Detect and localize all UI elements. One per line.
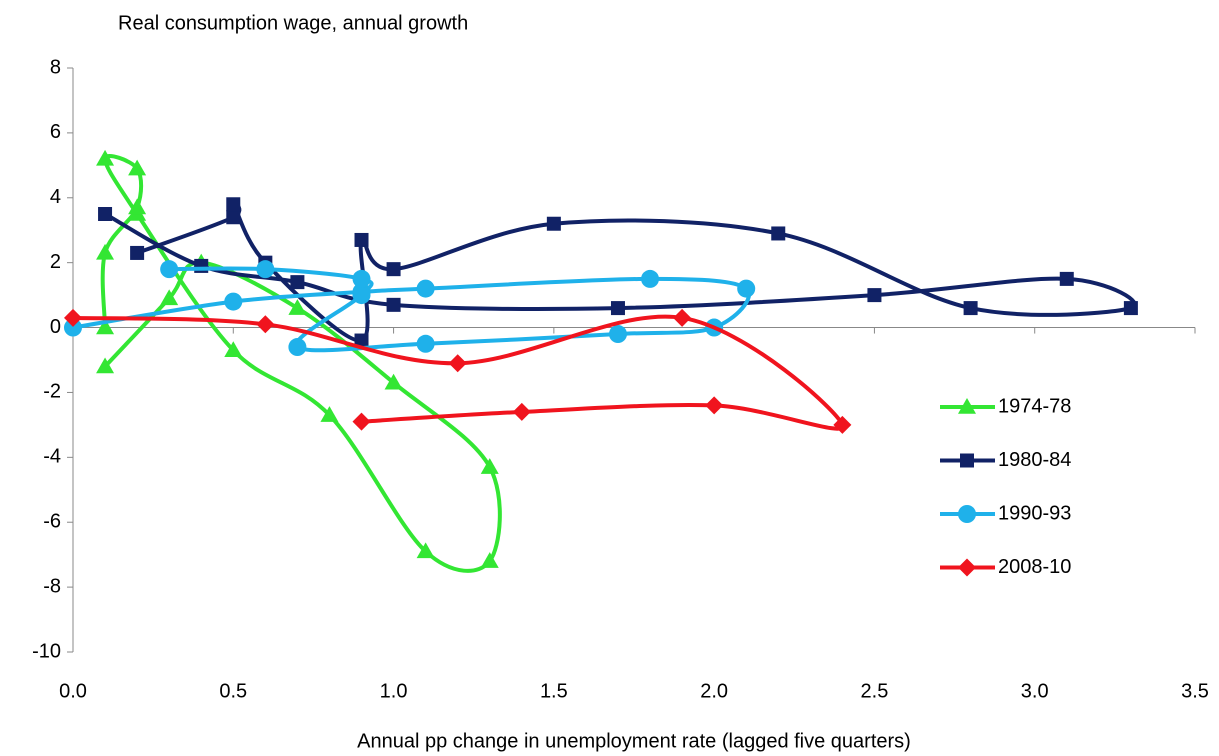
legend-label: 1980-84 [998,449,1071,471]
marker [958,558,976,577]
y-tick-label: -8 [43,575,61,597]
marker [130,245,145,260]
marker [705,396,724,415]
marker [96,243,115,260]
marker [480,552,499,568]
y-tick-label: -4 [43,446,61,468]
marker [608,325,627,344]
marker [96,357,115,374]
marker [833,415,852,434]
marker [386,297,401,312]
x-tick-label: 1.5 [540,680,568,702]
legend-label: 1974-78 [998,395,1071,417]
marker [64,318,82,337]
y-tick-label: -10 [32,640,61,662]
marker [610,301,625,316]
legend-label: 1990-93 [998,502,1071,524]
marker [160,260,179,279]
marker [352,286,371,305]
marker [288,338,307,357]
x-tick-label: 2.5 [861,680,889,702]
x-tick-label: 2.0 [700,680,728,702]
y-tick-label: -6 [43,511,61,533]
marker [224,292,243,311]
x-tick-label: 1.0 [380,680,408,702]
x-tick-label: 0.0 [59,680,87,702]
marker [96,149,115,166]
y-tick-label: 6 [50,121,61,143]
marker [867,288,882,303]
marker [963,301,978,316]
marker [416,334,435,353]
series-line [104,199,1137,343]
marker [354,232,369,247]
x-tick-label: 0.5 [219,680,247,702]
marker [288,299,307,315]
marker [1059,271,1074,286]
marker [737,279,756,298]
marker [160,289,179,306]
marker [673,308,692,327]
marker [354,333,369,348]
marker [480,458,499,474]
marker [512,402,531,421]
marker [226,197,241,212]
legend-label: 2008-10 [998,556,1071,578]
marker [641,269,660,288]
marker [226,210,241,225]
marker [958,505,976,523]
y-tick-label: -2 [43,381,61,403]
marker [352,269,371,288]
marker [128,198,147,215]
marker [320,406,339,422]
marker [98,207,113,221]
x-tick-label: 3.0 [1021,680,1049,702]
marker [416,542,435,559]
y-tick-label: 8 [50,56,61,78]
marker [290,275,305,290]
marker [256,315,275,334]
marker [771,226,786,241]
y-tick-label: 2 [50,251,61,273]
marker [386,262,401,277]
marker [194,258,209,273]
marker [128,159,147,176]
x-axis-title: Annual pp change in unemployment rate (l… [357,730,911,752]
y-axis-title: Real consumption wage, annual growth [118,12,468,34]
marker [384,373,403,390]
marker [1123,301,1138,316]
marker [96,318,115,335]
marker [546,216,561,231]
y-tick-label: 4 [50,186,61,208]
marker [352,412,371,431]
x-tick-label: 3.5 [1181,680,1209,702]
marker [960,453,974,468]
series-line [72,314,845,431]
marker [416,279,435,298]
marker [64,308,82,327]
marker [448,354,467,373]
marker [958,398,976,414]
marker [224,341,243,358]
marker [256,260,275,279]
y-tick-label: 0 [50,316,61,338]
